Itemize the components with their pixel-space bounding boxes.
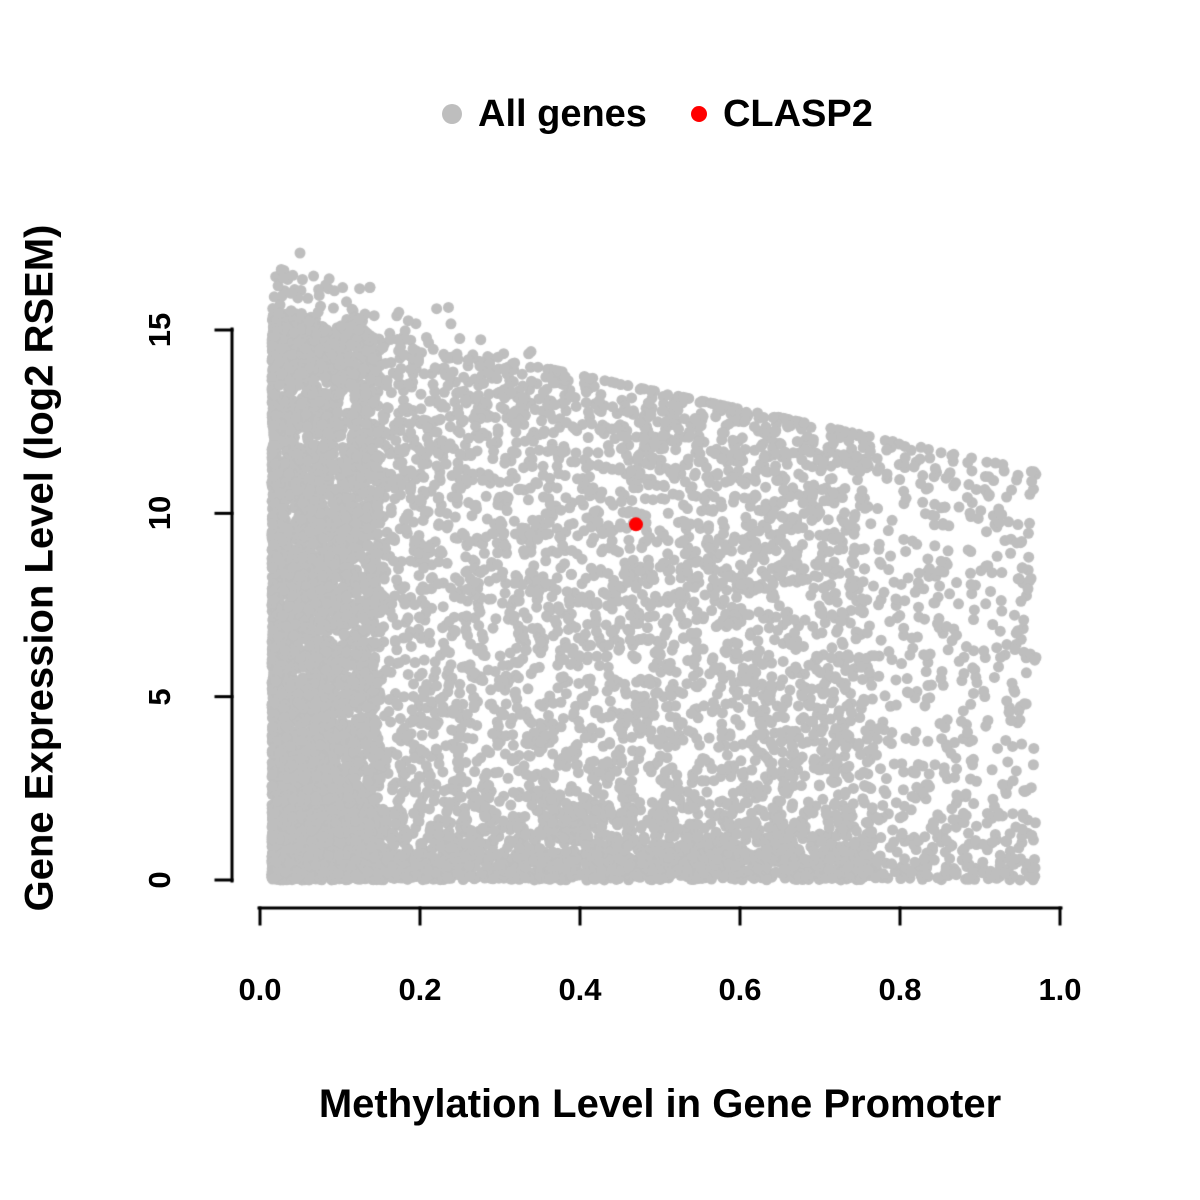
legend: All genes CLASP2 xyxy=(442,90,873,138)
y-tick-label-3: 15 xyxy=(142,312,177,348)
x-tick-label-1: 0.2 xyxy=(398,972,442,1007)
x-tick-label-3: 0.6 xyxy=(718,972,762,1007)
x-tick-label-4: 0.8 xyxy=(878,972,922,1007)
legend-label-all-genes: All genes xyxy=(478,92,647,135)
x-tick-label-2: 0.4 xyxy=(558,972,602,1007)
y-tick-label-1: 5 xyxy=(142,688,177,706)
x-tick-label-5: 1.0 xyxy=(1038,972,1082,1007)
y-tick-label-2: 10 xyxy=(142,495,177,531)
legend-marker-clasp2 xyxy=(690,106,707,122)
x-axis-title: Methylation Level in Gene Promoter xyxy=(318,1082,1002,1126)
y-tick-label-0: 0 xyxy=(142,871,177,889)
y-axis-title: Gene Expression Level (log2 RSEM) xyxy=(17,224,62,912)
legend-label-clasp2: CLASP2 xyxy=(722,92,873,135)
legend-marker-all-genes xyxy=(442,104,462,124)
x-tick-label-0: 0.0 xyxy=(238,972,282,1007)
